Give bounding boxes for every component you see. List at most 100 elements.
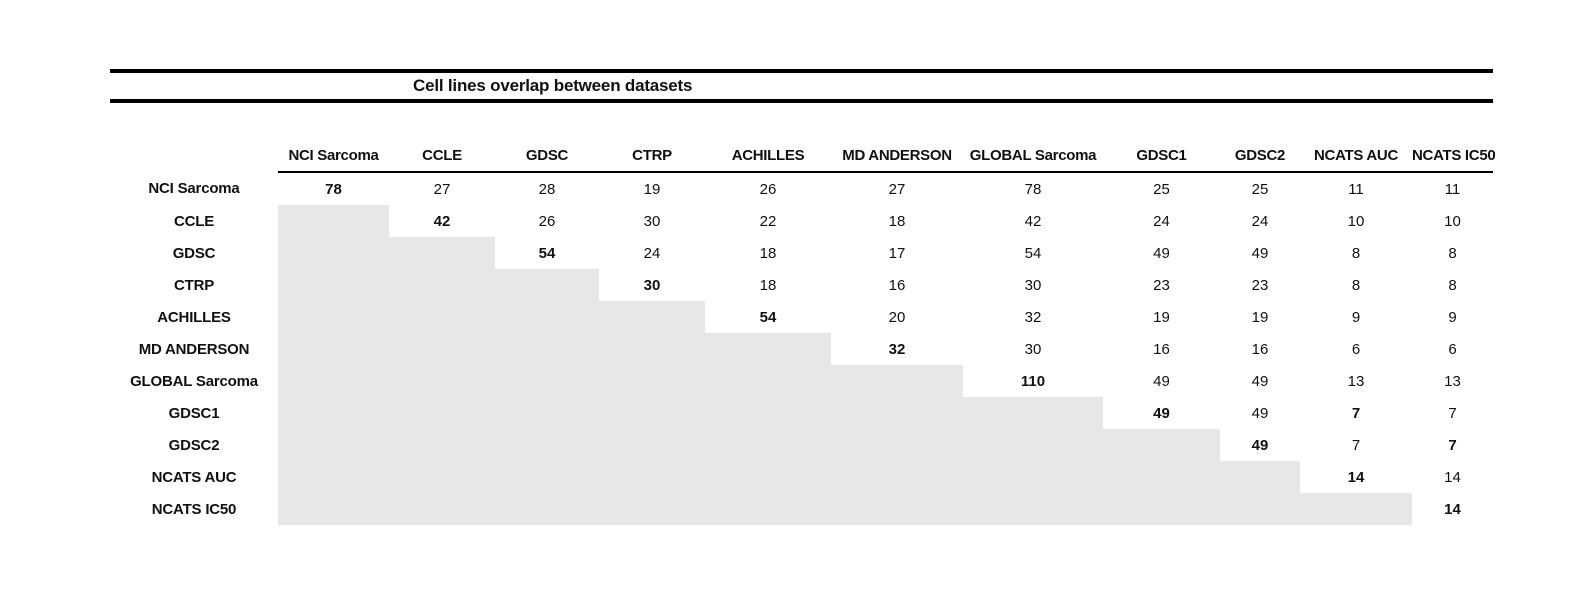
overlap-cell-gdsc2-ccle [389, 429, 495, 461]
row-label-ncats-auc: NCATS AUC [151, 468, 237, 486]
overlap-cell-global-sarcoma-ctrp [599, 365, 705, 397]
overlap-cell-gdsc2-achilles [705, 429, 831, 461]
matrix-row-global-sarcoma: GLOBAL Sarcoma 110 49 49 13 13 [110, 365, 1493, 397]
title-bottom-rule [110, 99, 1493, 103]
overlap-cell-ncats-auc-md-anderson [831, 461, 963, 493]
overlap-cell-md-anderson-ccle [389, 333, 495, 365]
overlap-cell-md-anderson-md-anderson: 32 [888, 340, 906, 358]
matrix-row-achilles: ACHILLES 54 20 32 19 19 9 9 [110, 301, 1493, 333]
overlap-cell-ncats-ic50-gdsc2 [1220, 493, 1300, 525]
overlap-cell-ncats-auc-ncats-auc: 14 [1347, 468, 1365, 486]
overlap-cell-gdsc1-ctrp [599, 397, 705, 429]
matrix-row-ncats-ic50: NCATS IC50 14 [110, 493, 1493, 525]
overlap-cell-nci-sarcoma-ccle: 27 [433, 180, 451, 198]
overlap-cell-ctrp-ccle [389, 269, 495, 301]
overlap-cell-global-sarcoma-md-anderson [831, 365, 963, 397]
column-header-nci-sarcoma: NCI Sarcoma [278, 139, 389, 173]
overlap-cell-ccle-achilles: 22 [759, 212, 777, 230]
overlap-matrix: NCI Sarcoma CCLE GDSC CTRP ACHILLES MD ANDERS… [110, 139, 1496, 525]
overlap-cell-gdsc2-md-anderson [831, 429, 963, 461]
overlap-cell-achilles-ctrp [599, 301, 705, 333]
column-header-achilles: ACHILLES [705, 139, 831, 173]
overlap-cell-gdsc-gdsc1: 49 [1153, 244, 1170, 262]
overlap-cell-achilles-ncats-auc: 9 [1351, 308, 1361, 326]
overlap-cell-achilles-ncats-ic50: 9 [1448, 308, 1457, 326]
overlap-cell-ncats-ic50-achilles [705, 493, 831, 525]
overlap-cell-gdsc2-ncats-auc: 7 [1351, 436, 1361, 454]
overlap-cell-global-sarcoma-global-sarcoma: 110 [1020, 372, 1046, 390]
overlap-cell-gdsc-ncats-ic50: 8 [1448, 244, 1457, 262]
column-header-md-anderson: MD ANDERSON [831, 139, 963, 173]
column-header-ncats-ic50: NCATS IC50 [1412, 139, 1496, 173]
matrix-header: NCI Sarcoma CCLE GDSC CTRP ACHILLES MD ANDERS… [110, 139, 1496, 173]
overlap-cell-nci-sarcoma-gdsc: 28 [538, 180, 556, 198]
column-header-ncats-auc: NCATS AUC [1300, 139, 1412, 173]
overlap-cell-nci-sarcoma-global-sarcoma: 78 [1024, 180, 1042, 198]
column-header-gdsc: GDSC [495, 139, 599, 173]
overlap-cell-nci-sarcoma-ncats-auc: 11 [1348, 180, 1364, 198]
overlap-cell-ccle-gdsc: 26 [538, 212, 556, 230]
overlap-cell-ctrp-global-sarcoma: 30 [1024, 276, 1042, 294]
overlap-cell-ccle-nci-sarcoma [278, 205, 389, 237]
overlap-cell-nci-sarcoma-md-anderson: 27 [888, 180, 906, 198]
overlap-cell-gdsc-ctrp: 24 [643, 244, 661, 262]
overlap-cell-nci-sarcoma-gdsc1: 25 [1153, 180, 1170, 198]
overlap-cell-global-sarcoma-ccle [389, 365, 495, 397]
matrix-body: NCI Sarcoma 78 27 28 19 26 27 78 25 25 11 11 CCLE 42 2… [110, 172, 1493, 525]
column-header-ccle: CCLE [389, 139, 495, 173]
overlap-cell-ncats-auc-global-sarcoma [963, 461, 1103, 493]
overlap-cell-ctrp-ncats-ic50: 8 [1448, 276, 1457, 294]
row-label-achilles: ACHILLES [157, 308, 231, 326]
matrix-row-nci-sarcoma: NCI Sarcoma 78 27 28 19 26 27 78 25 25 11 11 [110, 172, 1493, 205]
overlap-cell-ncats-ic50-md-anderson [831, 493, 963, 525]
overlap-cell-md-anderson-gdsc2: 16 [1251, 340, 1269, 358]
overlap-cell-gdsc2-gdsc [495, 429, 599, 461]
overlap-cell-global-sarcoma-gdsc1: 49 [1153, 372, 1170, 390]
overlap-cell-nci-sarcoma-gdsc2: 25 [1251, 180, 1269, 198]
overlap-cell-gdsc1-ncats-auc: 7 [1351, 404, 1361, 422]
overlap-cell-achilles-gdsc [495, 301, 599, 333]
overlap-cell-md-anderson-ctrp [599, 333, 705, 365]
overlap-cell-ncats-auc-nci-sarcoma [278, 461, 389, 493]
overlap-cell-ccle-ccle: 42 [433, 212, 451, 230]
overlap-cell-gdsc1-ccle [389, 397, 495, 429]
row-label-gdsc2: GDSC2 [168, 436, 220, 454]
overlap-cell-ncats-auc-gdsc2 [1220, 461, 1300, 493]
overlap-cell-ncats-auc-achilles [705, 461, 831, 493]
overlap-cell-ncats-ic50-ncats-ic50: 14 [1444, 500, 1461, 518]
overlap-cell-gdsc1-gdsc [495, 397, 599, 429]
overlap-cell-ctrp-md-anderson: 16 [888, 276, 906, 294]
overlap-cell-achilles-ccle [389, 301, 495, 333]
overlap-cell-gdsc1-nci-sarcoma [278, 397, 389, 429]
overlap-cell-ccle-ncats-ic50: 10 [1444, 212, 1461, 230]
overlap-cell-gdsc-global-sarcoma: 54 [1024, 244, 1042, 262]
column-header-ctrp: CTRP [599, 139, 705, 173]
overlap-cell-gdsc2-ncats-ic50: 7 [1448, 436, 1457, 454]
overlap-cell-nci-sarcoma-achilles: 26 [759, 180, 777, 198]
overlap-cell-ccle-global-sarcoma: 42 [1024, 212, 1042, 230]
overlap-cell-global-sarcoma-achilles [705, 365, 831, 397]
column-header-gdsc2: GDSC2 [1220, 139, 1300, 173]
overlap-cell-md-anderson-gdsc1: 16 [1153, 340, 1170, 358]
row-label-gdsc1: GDSC1 [168, 404, 220, 422]
overlap-cell-gdsc-nci-sarcoma [278, 237, 389, 269]
row-label-ncats-ic50: NCATS IC50 [151, 500, 237, 518]
overlap-cell-ctrp-ncats-auc: 8 [1351, 276, 1361, 294]
overlap-cell-ctrp-achilles: 18 [759, 276, 777, 294]
column-header-global-sarcoma: GLOBAL Sarcoma [963, 139, 1103, 173]
overlap-cell-ccle-md-anderson: 18 [888, 212, 906, 230]
overlap-cell-nci-sarcoma-ncats-ic50: 11 [1444, 180, 1461, 198]
title-row: Cell lines overlap between datasets [110, 73, 1493, 99]
overlap-cell-global-sarcoma-ncats-ic50: 13 [1444, 372, 1461, 390]
overlap-cell-global-sarcoma-nci-sarcoma [278, 365, 389, 397]
overlap-cell-global-sarcoma-gdsc [495, 365, 599, 397]
overlap-cell-ncats-ic50-ncats-auc [1300, 493, 1412, 525]
overlap-cell-md-anderson-achilles [705, 333, 831, 365]
overlap-cell-nci-sarcoma-nci-sarcoma: 78 [325, 180, 342, 198]
overlap-cell-ncats-auc-ncats-ic50: 14 [1444, 468, 1461, 486]
overlap-cell-gdsc2-nci-sarcoma [278, 429, 389, 461]
overlap-cell-nci-sarcoma-ctrp: 19 [643, 180, 661, 198]
row-label-ctrp: CTRP [173, 276, 215, 294]
overlap-cell-gdsc-gdsc: 54 [538, 244, 556, 262]
